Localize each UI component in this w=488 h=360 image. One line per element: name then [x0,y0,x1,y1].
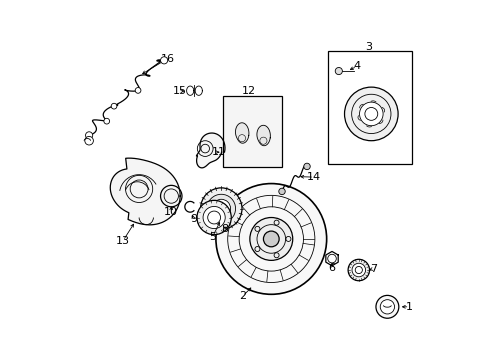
Circle shape [303,163,309,170]
Circle shape [206,194,235,223]
Circle shape [203,206,225,229]
Circle shape [197,201,231,235]
Circle shape [249,217,292,260]
Text: 10: 10 [164,207,178,217]
Circle shape [111,103,117,109]
Circle shape [160,57,167,64]
Text: 8: 8 [221,224,228,234]
Circle shape [103,118,109,124]
Circle shape [347,259,369,281]
Bar [328,51,411,164]
Circle shape [351,263,365,277]
Polygon shape [110,158,180,225]
Text: 15: 15 [172,86,186,96]
Text: 14: 14 [306,172,321,182]
Text: 4: 4 [353,62,360,71]
Text: 11: 11 [211,147,225,157]
Bar [223,96,282,167]
Text: 12: 12 [241,86,255,96]
Circle shape [335,67,342,75]
Circle shape [263,231,279,247]
Text: 16: 16 [161,54,174,64]
Circle shape [200,188,242,229]
Text: 13: 13 [116,236,130,246]
Text: 5: 5 [208,232,215,242]
Text: 9: 9 [190,214,197,224]
Circle shape [216,184,326,294]
Text: 6: 6 [328,263,335,273]
Text: 1: 1 [405,302,412,312]
Polygon shape [256,125,270,146]
Circle shape [212,199,230,218]
Text: 2: 2 [239,291,246,301]
Circle shape [344,87,397,141]
Polygon shape [235,123,248,143]
Circle shape [359,102,382,126]
Text: 7: 7 [369,264,377,274]
Text: 3: 3 [365,42,371,52]
Circle shape [278,188,285,195]
Circle shape [380,300,394,314]
Circle shape [375,296,398,318]
Circle shape [85,132,93,139]
Circle shape [84,136,93,145]
Polygon shape [196,133,224,168]
Circle shape [135,87,141,93]
